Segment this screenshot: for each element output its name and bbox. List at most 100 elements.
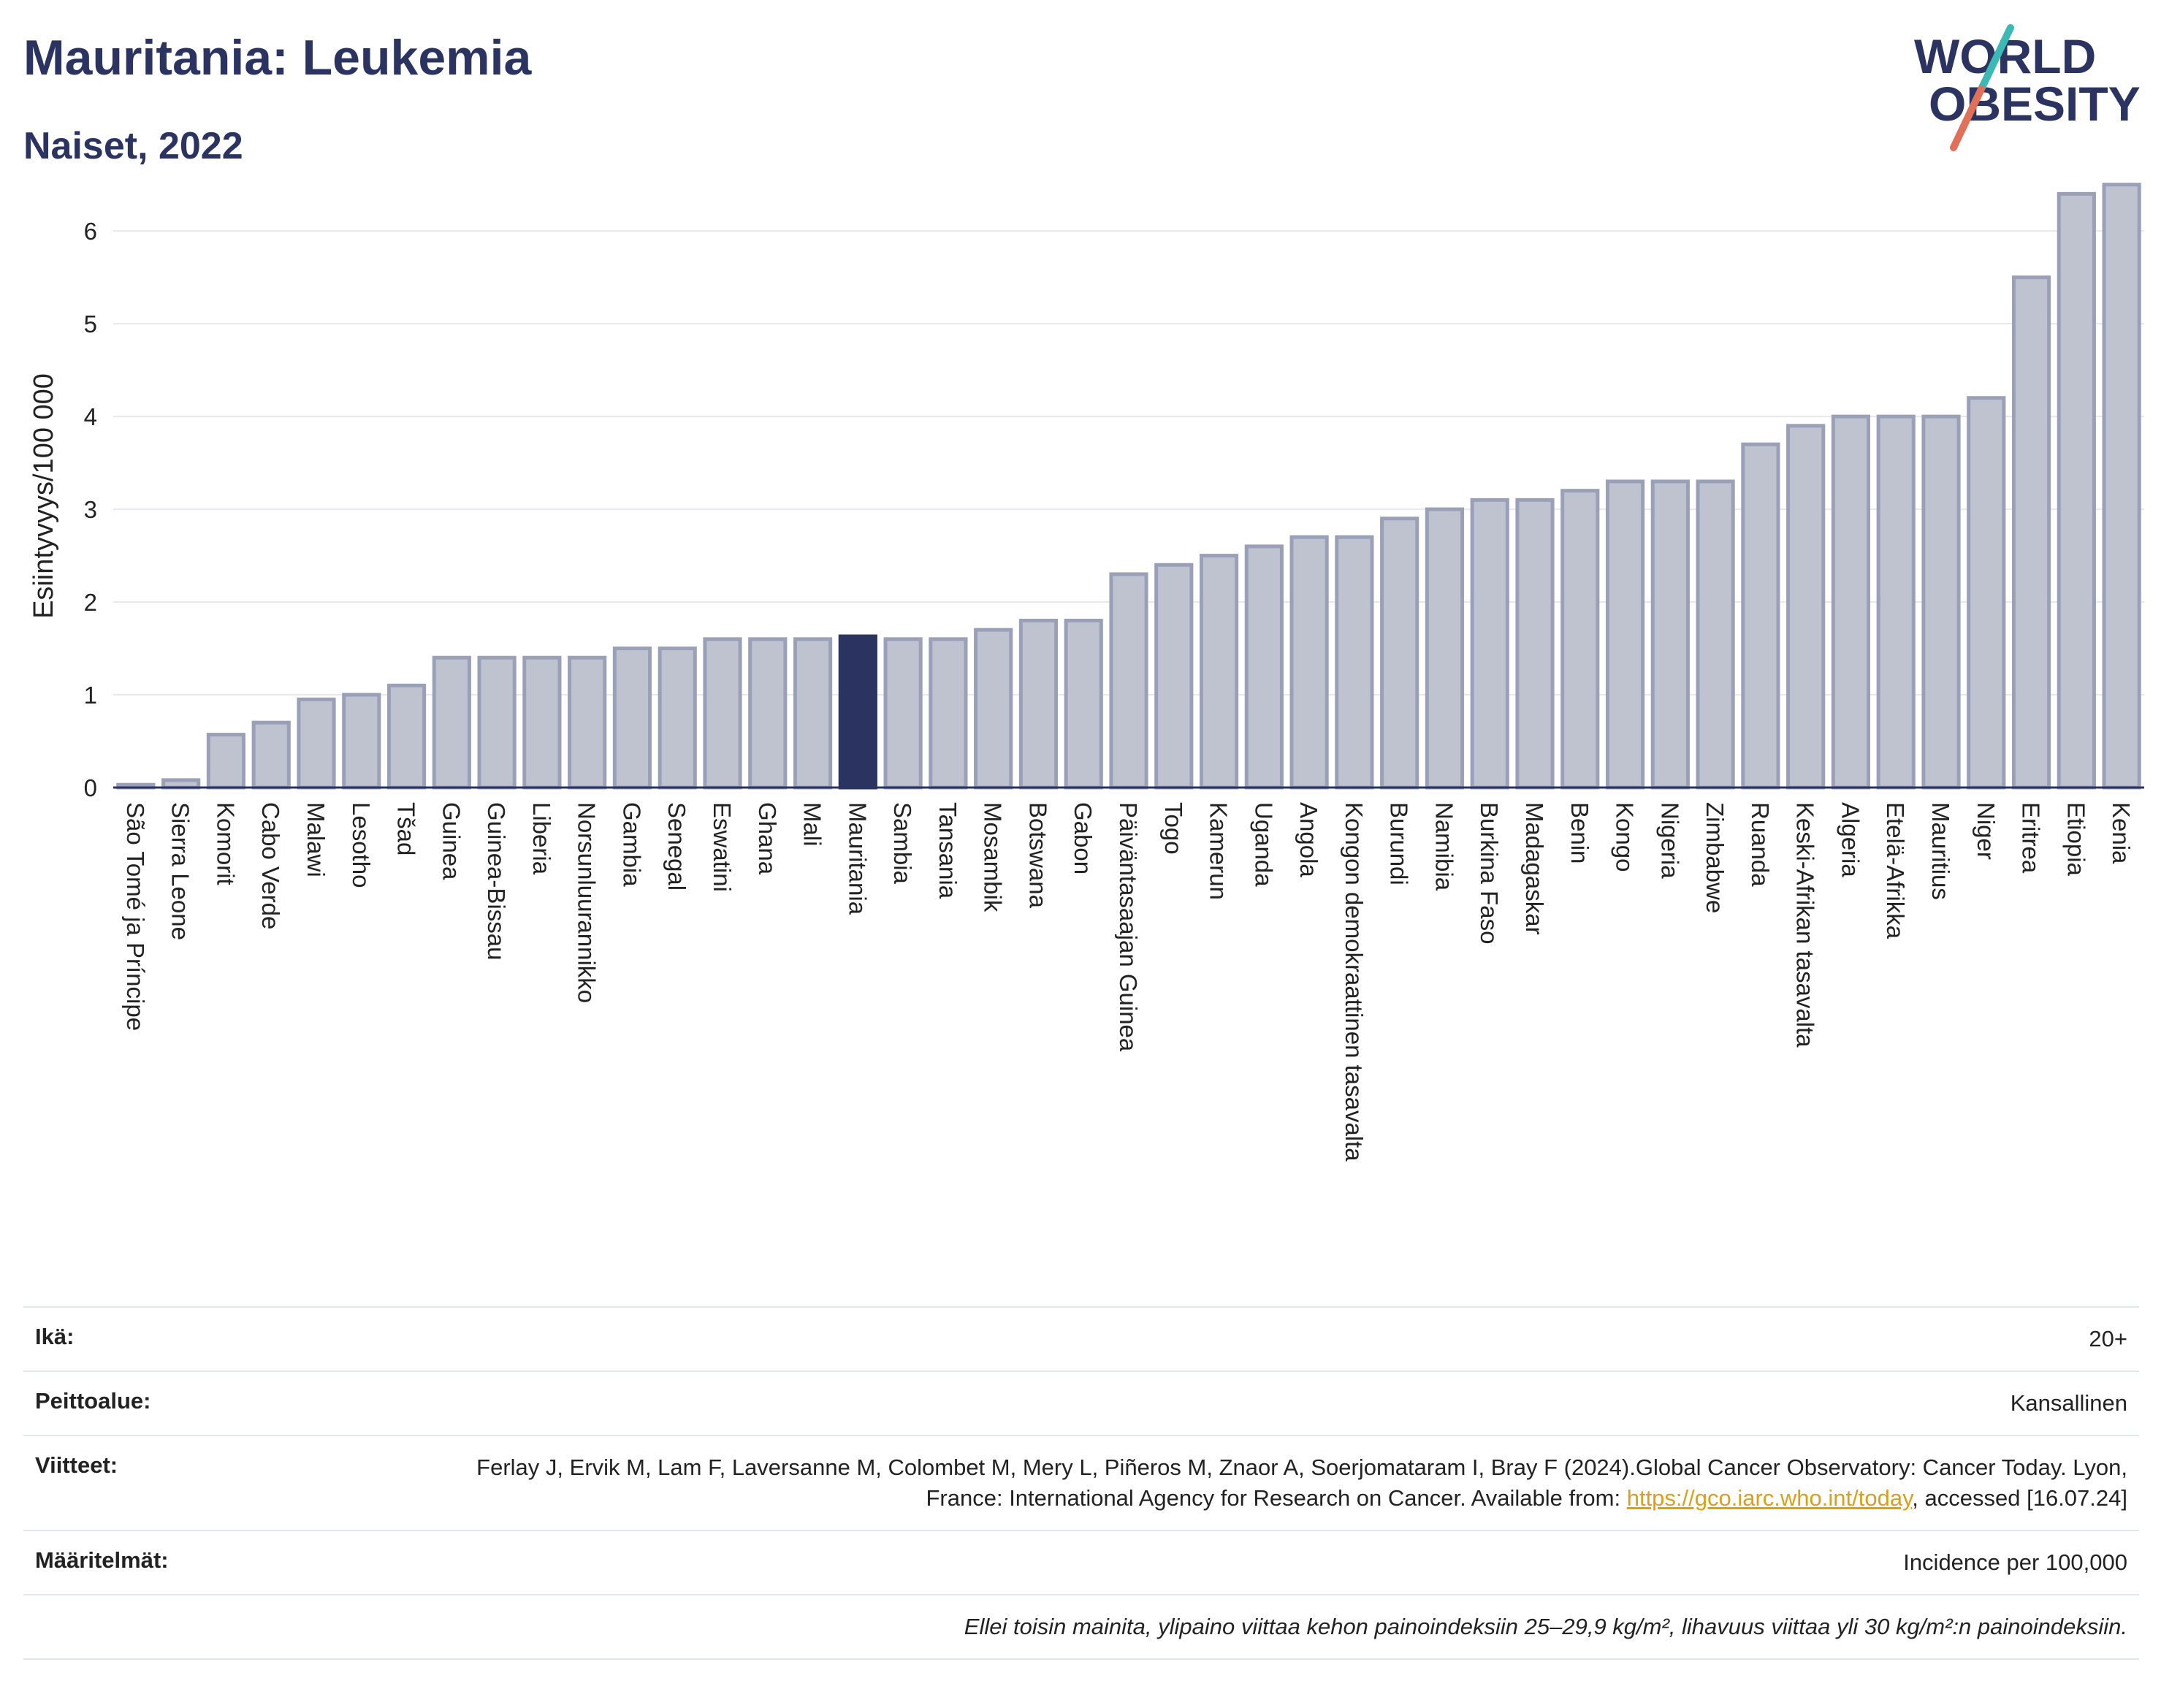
category-label: Guinea bbox=[438, 802, 465, 880]
category-label: Malawi bbox=[302, 802, 329, 877]
bar-mosambik bbox=[974, 628, 1013, 790]
bar-liberia bbox=[522, 655, 562, 790]
meta-coverage-value: Kansallinen bbox=[2010, 1390, 2127, 1416]
bar-togo bbox=[1154, 563, 1194, 790]
category-label: Lesotho bbox=[348, 802, 375, 888]
bar-senegal bbox=[658, 647, 697, 790]
category-label: Kenia bbox=[2108, 802, 2135, 864]
meta-coverage-label: Peittoalue: bbox=[35, 1388, 151, 1414]
bar-malawi bbox=[297, 697, 336, 790]
category-label: Zimbabwe bbox=[1701, 802, 1729, 913]
category-label: Burundi bbox=[1386, 802, 1413, 885]
meta-age-label: Ikä: bbox=[35, 1324, 75, 1349]
bars bbox=[116, 183, 2141, 790]
category-label: Kongo bbox=[1612, 802, 1639, 872]
world-obesity-logo: WORLD OBESITY bbox=[1914, 24, 2141, 151]
page-subtitle: Naiset, 2022 bbox=[23, 125, 243, 167]
bar-kongo bbox=[1605, 479, 1645, 790]
bar-eritrea bbox=[2011, 275, 2051, 790]
bar-gabon bbox=[1064, 618, 1103, 790]
category-label: Tansania bbox=[934, 802, 961, 899]
bar-cabo-verde bbox=[251, 720, 291, 790]
category-label: Gabon bbox=[1070, 802, 1097, 874]
y-tick-label: 3 bbox=[84, 496, 97, 523]
category-label: Madagaskar bbox=[1521, 802, 1548, 935]
category-label: Etiopia bbox=[2062, 802, 2089, 877]
bar-eswatini bbox=[703, 637, 742, 790]
category-label: Tšad bbox=[393, 802, 420, 855]
bar-chart: 0 1 2 3 4 5 6 São Tomé ja Príncipe Sierra Leone… bbox=[28, 183, 2144, 1162]
bar-niger bbox=[1967, 396, 2006, 790]
category-label: Mali bbox=[799, 802, 826, 847]
meta-age-value: 20+ bbox=[2089, 1326, 2127, 1351]
bar-kamerun bbox=[1199, 554, 1239, 790]
meta-note: Ellei toisin mainita, ylipaino viittaa k… bbox=[964, 1614, 2127, 1639]
meta-row-definitions: Määritelmät: Incidence per 100,000 bbox=[23, 1530, 2139, 1594]
category-label: Nigeria bbox=[1656, 802, 1683, 879]
bar-komorit bbox=[206, 733, 246, 790]
meta-refs-text-2: , accessed [16.07.24] bbox=[1912, 1485, 2127, 1511]
meta-defs-value: Incidence per 100,000 bbox=[1903, 1549, 2127, 1575]
bar-norsunluurannikko bbox=[568, 655, 607, 790]
y-tick-label: 4 bbox=[84, 403, 97, 430]
y-tick-label: 0 bbox=[84, 774, 97, 801]
bar-burundi bbox=[1380, 516, 1419, 790]
bar-keski-afrikan-tasavalta bbox=[1786, 424, 1826, 790]
category-label: Senegal bbox=[663, 802, 690, 891]
meta-row-coverage: Peittoalue: Kansallinen bbox=[23, 1370, 2139, 1435]
y-tick-label: 2 bbox=[84, 589, 97, 616]
metadata-table: Ikä: 20+ Peittoalue: Kansallinen Viittee… bbox=[23, 1306, 2139, 1660]
bar-etiopia bbox=[2057, 191, 2096, 790]
bar-nigeria bbox=[1650, 479, 1690, 790]
bar-gambia bbox=[612, 647, 652, 790]
bar-t-ad bbox=[386, 683, 427, 790]
meta-refs-link[interactable]: https://gco.iarc.who.int/today bbox=[1626, 1485, 1913, 1511]
category-label: Niger bbox=[1973, 802, 2000, 860]
category-label: Sambia bbox=[889, 802, 916, 885]
bar-namibia bbox=[1425, 507, 1465, 790]
category-label: Kamerun bbox=[1205, 802, 1232, 900]
category-label: Kongon demokraattinen tasavalta bbox=[1341, 802, 1368, 1162]
category-label: Eritrea bbox=[2018, 802, 2045, 874]
category-label: Cabo Verde bbox=[257, 802, 284, 929]
category-label: Mosambik bbox=[980, 802, 1007, 912]
logo-slash-bottom bbox=[1950, 85, 1985, 151]
category-label: Norsunluurannikko bbox=[573, 802, 601, 1003]
bar-sambia bbox=[883, 637, 923, 790]
bar-algeria bbox=[1831, 414, 1871, 790]
category-label: Mauritius bbox=[1927, 802, 1954, 900]
bar-madagaskar bbox=[1515, 497, 1555, 790]
category-label: Botswana bbox=[1024, 802, 1051, 909]
bar-botswana bbox=[1018, 618, 1059, 790]
bar-mauritius bbox=[1921, 414, 1961, 790]
meta-refs-label: Viitteet: bbox=[35, 1452, 118, 1478]
bar-ruanda bbox=[1741, 442, 1780, 790]
bar-sierra-leone bbox=[161, 778, 201, 790]
category-label: Angola bbox=[1295, 802, 1322, 877]
category-label: Algeria bbox=[1837, 802, 1864, 877]
meta-row-note: Ellei toisin mainita, ylipaino viittaa k… bbox=[23, 1594, 2139, 1660]
bar-etelä-afrikka bbox=[1876, 414, 1916, 790]
bar-ghana bbox=[748, 637, 788, 790]
bar-angola bbox=[1289, 535, 1329, 790]
bar-zimbabwe bbox=[1696, 479, 1735, 790]
category-label: Komorit bbox=[212, 802, 239, 885]
category-label: Benin bbox=[1566, 802, 1593, 863]
y-axis-label: Esiintyvyys/100 000 bbox=[28, 373, 59, 619]
bar-lesotho bbox=[342, 693, 381, 790]
bar-guinea bbox=[432, 655, 471, 790]
category-label: Ghana bbox=[754, 802, 781, 875]
bar-mali bbox=[793, 637, 833, 790]
category-label: Sierra Leone bbox=[167, 802, 194, 940]
bar-päiväntasaajan-guinea bbox=[1109, 572, 1148, 790]
bar-benin bbox=[1560, 489, 1600, 790]
category-labels: São Tomé ja Príncipe Sierra Leone Komorit C… bbox=[122, 802, 2135, 1162]
logo-slash-top bbox=[1978, 24, 2014, 93]
category-label: Liberia bbox=[528, 802, 555, 875]
category-label: São Tomé ja Príncipe bbox=[122, 802, 149, 1031]
category-label: Togo bbox=[1160, 802, 1187, 855]
category-label: Ruanda bbox=[1747, 802, 1774, 887]
category-label: Guinea-Bissau bbox=[483, 802, 510, 960]
y-tick-label: 1 bbox=[84, 682, 97, 709]
bar-tansania bbox=[929, 637, 968, 790]
